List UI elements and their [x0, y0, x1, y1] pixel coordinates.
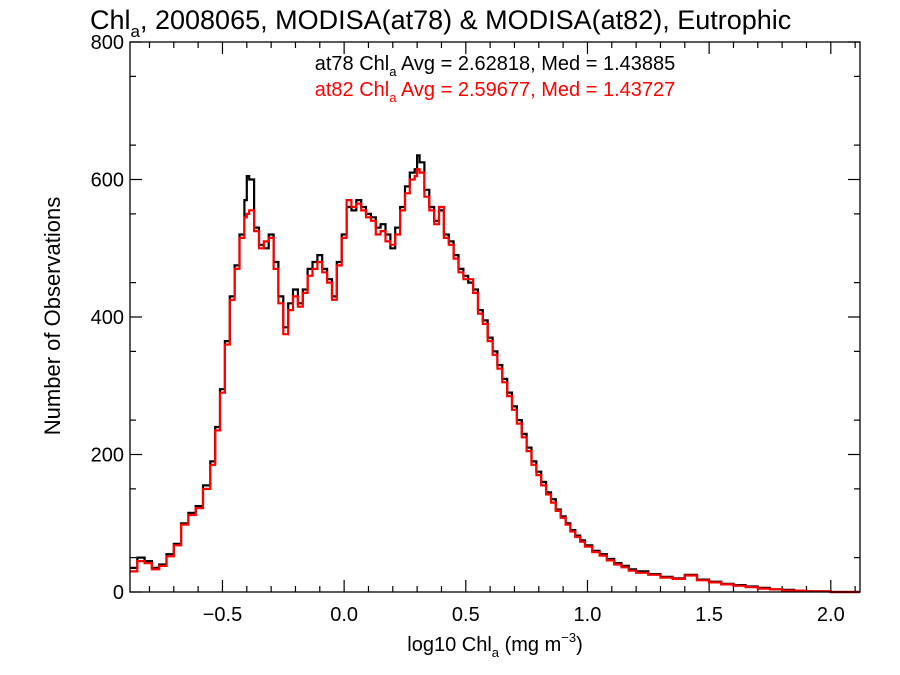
series-layer [130, 154, 860, 594]
series-line-0 [130, 154, 860, 594]
y-tick-label: 0 [113, 582, 124, 604]
y-tick-label: 800 [91, 32, 124, 54]
tick-labels: −0.5 0.0 0.5 1.0 1.5 2.0 0 200 400 600 800 [91, 32, 845, 626]
x-tick-label: 0.5 [452, 604, 480, 626]
annotation-at78: at78 Chla Avg = 2.62818, Med = 1.43885 [315, 53, 675, 79]
y-tick-label: 400 [91, 307, 124, 329]
x-tick-label: 1.5 [695, 604, 723, 626]
x-tick-label: −0.5 [203, 604, 242, 626]
x-axis-label: log10 Chla (mg m−3) [407, 630, 582, 660]
chart-title: Chla, 2008065, MODISA(at78) & MODISA(at8… [90, 5, 791, 41]
y-tick-label: 600 [91, 170, 124, 192]
y-axis-label: Number of Observations [40, 197, 65, 435]
axis-ticks [130, 41, 860, 593]
x-tick-label: 0.0 [330, 604, 358, 626]
y-tick-label: 200 [91, 445, 124, 467]
x-tick-label: 2.0 [817, 604, 845, 626]
series-line-1 [130, 168, 860, 594]
annotation-at82: at82 Chla Avg = 2.59677, Med = 1.43727 [315, 79, 675, 105]
plot-frame [129, 41, 861, 593]
x-tick-label: 1.0 [574, 604, 602, 626]
